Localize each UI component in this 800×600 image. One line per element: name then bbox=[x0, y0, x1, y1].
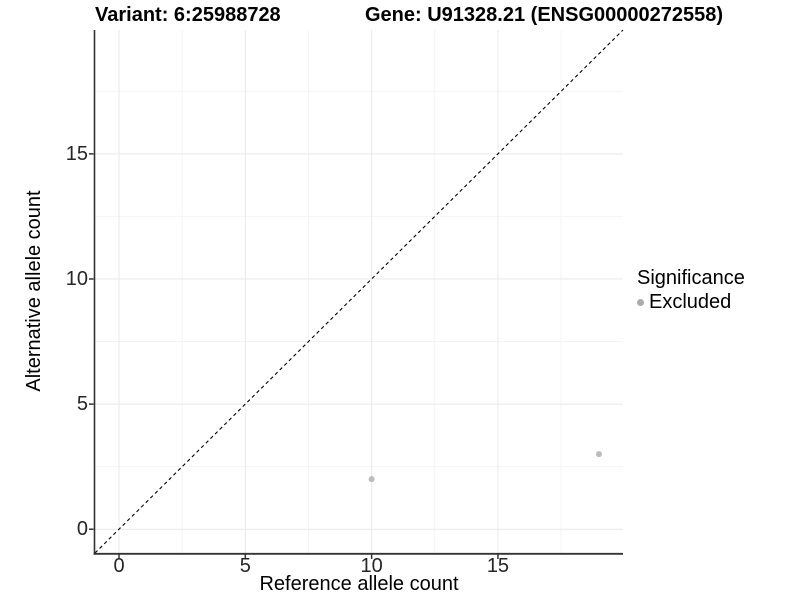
variant-title: Variant: 6:25988728 bbox=[95, 4, 281, 26]
legend-item-excluded: Excluded bbox=[637, 291, 745, 313]
y-tick-label: 0 bbox=[76, 518, 88, 541]
identity-line bbox=[94, 29, 624, 554]
x-axis-title: Reference allele count bbox=[259, 573, 459, 595]
legend-title: Significance bbox=[637, 267, 745, 289]
y-tick-label: 5 bbox=[76, 393, 88, 416]
legend-item-label: Excluded bbox=[649, 291, 732, 313]
y-tick-label: 15 bbox=[65, 142, 88, 165]
y-axis-title: Alternative allele count bbox=[23, 190, 45, 392]
y-tick-label: 10 bbox=[65, 267, 88, 290]
data-point bbox=[596, 451, 602, 458]
data-point bbox=[368, 476, 375, 483]
x-tick-label: 0 bbox=[113, 555, 125, 577]
gene-title: Gene: U91328.21 (ENSG00000272558) bbox=[365, 4, 724, 26]
legend-point-icon bbox=[637, 298, 644, 306]
legend: Significance Excluded bbox=[637, 266, 745, 313]
x-tick-label: 5 bbox=[239, 555, 251, 577]
x-tick-label: 15 bbox=[486, 555, 510, 577]
x-tick-label: 10 bbox=[360, 555, 383, 577]
